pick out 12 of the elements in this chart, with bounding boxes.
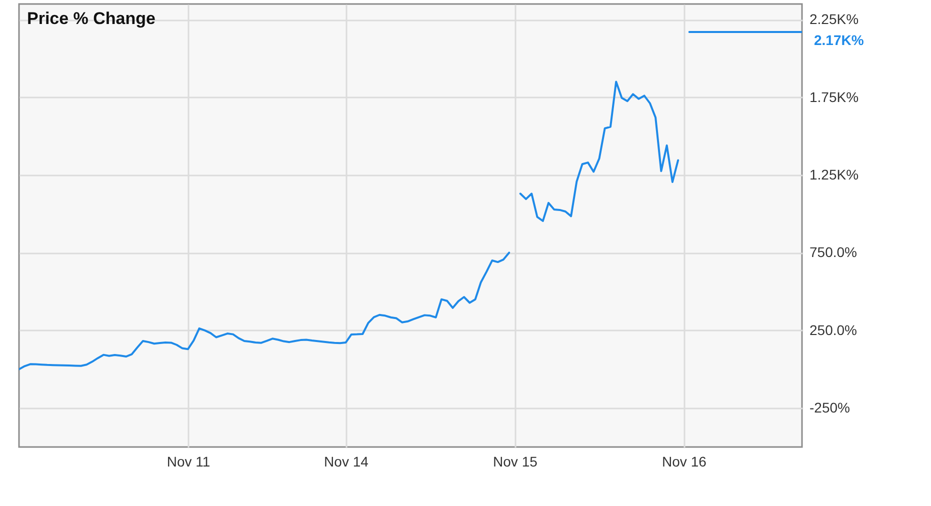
y-tick-label: 250.0% [810,322,857,338]
x-tick-label: Nov 14 [324,454,369,470]
y-tick-label: 750.0% [810,244,857,260]
x-tick-label: Nov 11 [166,454,210,470]
chart-title: Price % Change [27,9,156,28]
y-tick-label: 1.75K% [810,88,859,105]
y-tick-label: 2.25K% [810,11,859,28]
y-tick-label: -250% [810,400,850,416]
x-tick-label: Nov 15 [493,454,538,470]
text: 2.17K% [814,32,864,48]
x-tick-label: Nov 16 [662,454,707,470]
y-tick-label: 1.25K% [810,166,859,182]
